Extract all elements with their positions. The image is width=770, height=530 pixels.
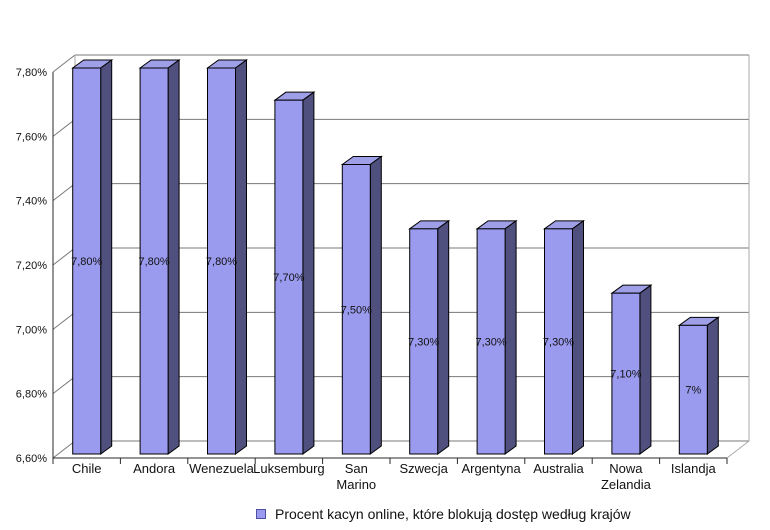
bar-side-face xyxy=(706,316,719,455)
gridline-connector xyxy=(52,183,76,202)
y-axis-tick-label: 7,00% xyxy=(16,324,47,336)
bar xyxy=(72,67,102,455)
bar xyxy=(139,67,169,455)
x-axis-category-label: Luksemburg xyxy=(253,461,325,476)
bar-value-label: 7,70% xyxy=(273,272,304,284)
bar-side-face xyxy=(167,59,180,455)
bar-side-face xyxy=(235,59,247,455)
x-axis-category-label: Argentyna xyxy=(461,461,521,476)
x-axis-category-label: Andora xyxy=(133,461,176,476)
gridline-connector xyxy=(52,311,76,330)
y-axis-tick-label: 7,40% xyxy=(16,196,47,208)
bar xyxy=(409,228,439,455)
x-axis-category-label: Marino xyxy=(336,477,376,492)
bar-value-label: 7,30% xyxy=(475,336,506,348)
bar-chart: 6,60% 6,80% 7,00% 7,20% 7,40% 7,60% 7,80% 7,80%… xyxy=(16,54,750,492)
bar xyxy=(611,292,641,455)
x-axis-category-label: Wenezuela xyxy=(189,461,255,476)
bar-side-face xyxy=(639,284,652,455)
legend-label: Procent kacyn online, które blokują dost… xyxy=(275,506,631,522)
y-axis-tick-label: 7,20% xyxy=(16,260,47,272)
floor-right-edge xyxy=(726,440,750,459)
x-axis-category-label: Chile xyxy=(72,461,102,476)
y-axis-tick-label: 7,80% xyxy=(16,67,47,79)
x-axis-category-label: Nowa xyxy=(609,461,643,476)
bar xyxy=(341,164,371,455)
bar xyxy=(274,99,304,455)
x-axis-category-label: San xyxy=(345,461,368,476)
y-axis-tick-label: 6,60% xyxy=(16,453,47,465)
y-axis-tick-label: 6,80% xyxy=(16,389,47,401)
bar-value-label: 7,10% xyxy=(610,369,641,381)
bar-value-label: 7,30% xyxy=(408,336,439,348)
x-axis-category-label: Szwecja xyxy=(399,461,448,476)
x-axis-category-label: Australia xyxy=(533,461,584,476)
y-axis-tick-label: 7,60% xyxy=(16,131,47,143)
gridline-connector xyxy=(52,376,76,395)
bar-value-label: 7,80% xyxy=(138,256,169,268)
bar-value-label: 7,80% xyxy=(71,256,102,268)
bar-side-face xyxy=(100,59,113,455)
bar-side-face xyxy=(504,219,517,455)
bar-side-face xyxy=(437,219,450,455)
bar-value-label: 7,50% xyxy=(341,304,372,316)
gridline-connector xyxy=(52,440,76,459)
x-axis-category-label: Zelandia xyxy=(601,477,652,492)
x-axis-category-label: Islandja xyxy=(671,461,717,476)
gridline-connector xyxy=(52,118,76,137)
bar-side-face xyxy=(302,91,315,455)
bar-value-label: 7,80% xyxy=(206,256,237,268)
legend-marker-icon xyxy=(256,509,266,519)
gridline-connector xyxy=(52,247,76,266)
gridline-connector xyxy=(52,54,76,73)
bar-side-face xyxy=(572,219,584,455)
bar xyxy=(678,324,708,455)
bar-value-label: 7% xyxy=(685,385,701,397)
bar-value-label: 7,30% xyxy=(543,336,574,348)
bar xyxy=(207,67,236,455)
bar xyxy=(476,228,506,455)
chart-legend: Procent kacyn online, które blokują dost… xyxy=(256,506,631,522)
bar xyxy=(544,228,573,455)
bar-side-face xyxy=(369,155,382,455)
